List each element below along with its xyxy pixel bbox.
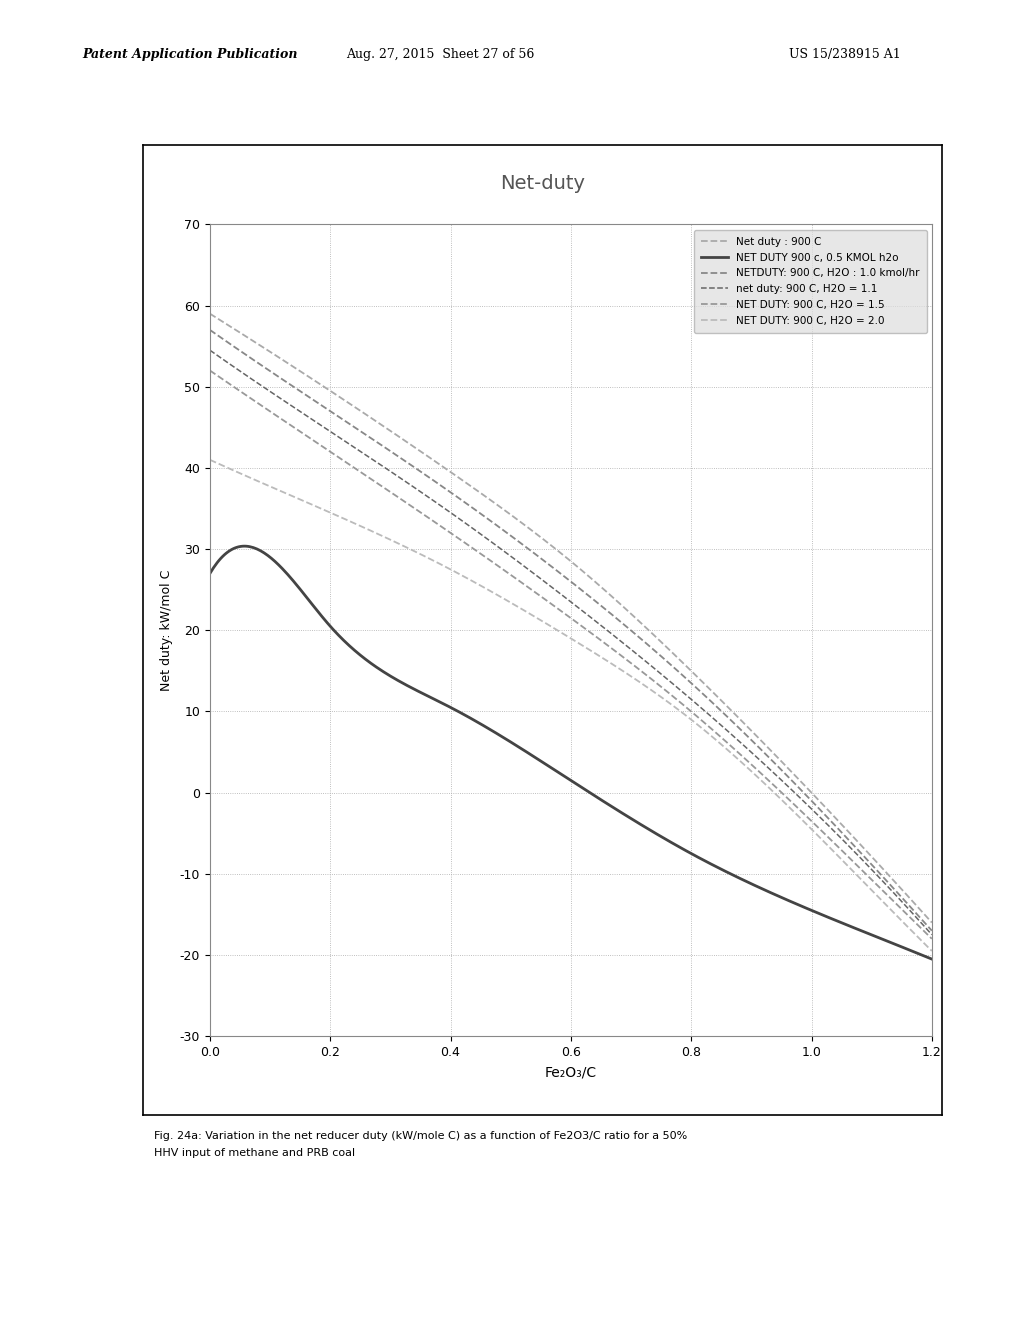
Text: Fig. 24a: Variation in the net reducer duty (kW/mole C) as a function of Fe2O3/C: Fig. 24a: Variation in the net reducer d… [154, 1131, 687, 1142]
Y-axis label: Net duty: kW/mol C: Net duty: kW/mol C [160, 570, 173, 690]
Text: US 15/238915 A1: US 15/238915 A1 [790, 48, 901, 61]
Text: Net-duty: Net-duty [500, 174, 586, 193]
Text: HHV input of methane and PRB coal: HHV input of methane and PRB coal [154, 1148, 354, 1159]
Legend: Net duty : 900 C, NET DUTY 900 c, 0.5 KMOL h2o, NETDUTY: 900 C, H2O : 1.0 kmol/h: Net duty : 900 C, NET DUTY 900 c, 0.5 KM… [694, 230, 927, 333]
Text: Patent Application Publication: Patent Application Publication [82, 48, 297, 61]
X-axis label: Fe₂O₃/C: Fe₂O₃/C [545, 1065, 597, 1080]
Text: Aug. 27, 2015  Sheet 27 of 56: Aug. 27, 2015 Sheet 27 of 56 [346, 48, 535, 61]
